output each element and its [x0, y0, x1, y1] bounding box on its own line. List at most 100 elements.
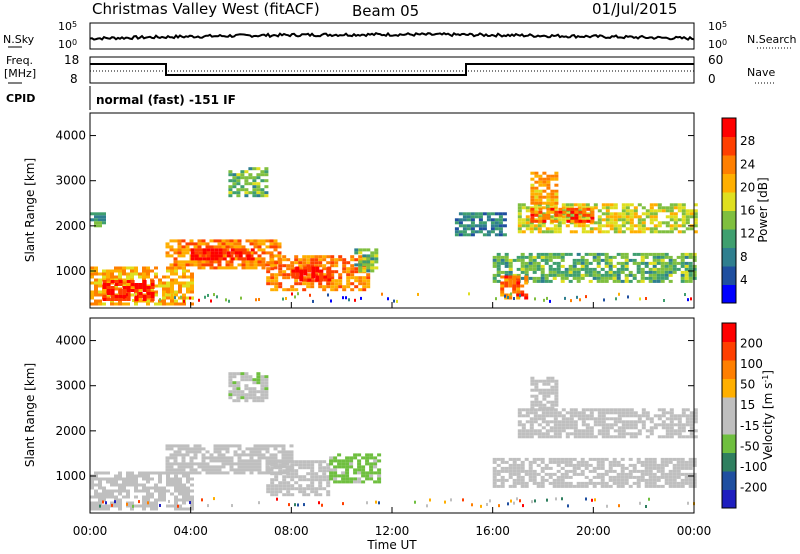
colorbar-swatch [722, 397, 736, 416]
echo-cell [228, 191, 233, 195]
echo-cell [584, 484, 589, 488]
echo-cell [516, 475, 521, 479]
echo-cell [608, 469, 613, 473]
echo-cell [668, 264, 673, 268]
echo-cell [154, 507, 158, 511]
echo-cell [608, 460, 613, 464]
echo-cell [572, 258, 577, 262]
echo-cell [608, 478, 613, 482]
echo-cell [278, 267, 283, 271]
echo-cell [244, 182, 249, 186]
echo-cell [554, 219, 559, 223]
echo-cell [656, 463, 661, 467]
echo-cell [604, 279, 609, 283]
echo-cell [688, 481, 693, 485]
echo-cell [633, 212, 638, 216]
echo-cell [681, 215, 686, 219]
echo-cell [138, 295, 143, 298]
echo-cell [524, 472, 529, 476]
echo-cell [544, 258, 549, 262]
echo-cell [229, 245, 234, 249]
echo-cell [554, 394, 559, 398]
echo-cell [106, 272, 110, 276]
echo-cell [233, 468, 238, 472]
echo-cell [307, 269, 312, 273]
echo-cell [205, 263, 210, 267]
echo-cell [257, 444, 262, 448]
echo-cell [528, 460, 533, 464]
echo-cell [177, 462, 182, 466]
echo-cell [173, 251, 178, 255]
echo-cell [270, 273, 275, 277]
echo-cell [582, 207, 587, 211]
echo-cell [142, 489, 146, 493]
echo-cell [236, 194, 241, 198]
echo-cell [554, 391, 559, 395]
echo-cell [118, 295, 123, 298]
echo-cell [470, 224, 475, 228]
echo-cell [568, 484, 573, 488]
echo-cell [346, 273, 351, 277]
echo-cell [540, 457, 545, 461]
echo-cell [209, 471, 214, 475]
echo-cell [542, 382, 547, 386]
echo-cell [166, 296, 170, 300]
echo-cell [174, 272, 178, 276]
echo-cell [466, 227, 471, 231]
echo-cell [98, 495, 102, 499]
noise-cell [534, 499, 536, 503]
colorbar-frame [721, 117, 737, 304]
echo-cell [600, 478, 605, 482]
echo-cell [568, 264, 573, 268]
echo-cell [126, 280, 131, 283]
echo-cell [338, 276, 343, 280]
echo-cell [584, 270, 589, 274]
noise-cell [462, 498, 464, 502]
echo-cell [556, 478, 561, 482]
echo-cell [540, 481, 545, 485]
echo-cell [150, 292, 155, 295]
echo-cell [106, 489, 110, 493]
echo-cell [197, 450, 202, 454]
echo-cell [625, 411, 630, 415]
echo-cell [329, 459, 334, 463]
echo-cell [270, 493, 275, 497]
echo-cell [597, 221, 602, 225]
echo-cell [604, 273, 609, 277]
echo-cell [512, 287, 517, 291]
echo-cell [118, 477, 122, 481]
echo-cell [609, 221, 614, 225]
echo-cell [358, 269, 363, 273]
echo-cell [138, 292, 143, 295]
echo-cell [645, 411, 650, 415]
echo-cell [580, 484, 585, 488]
echo-cell [241, 260, 246, 264]
echo-cell [676, 267, 681, 271]
echo-cell [110, 272, 114, 276]
echo-cell [252, 191, 257, 195]
echo-cell [573, 230, 578, 234]
echo-cell [369, 465, 374, 469]
echo-cell [660, 264, 665, 268]
echo-cell [645, 414, 650, 418]
echo-cell [361, 465, 366, 469]
echo-cell [142, 477, 146, 481]
echo-cell [269, 453, 274, 457]
echo-cell [644, 460, 649, 464]
echo-cell [177, 248, 182, 252]
echo-cell [217, 260, 222, 264]
echo-cell [624, 481, 629, 485]
echo-cell [621, 209, 626, 213]
echo-cell [228, 375, 233, 379]
echo-cell [504, 275, 509, 279]
echo-cell [677, 429, 682, 433]
echo-cell [580, 273, 585, 277]
echo-cell [326, 484, 331, 488]
echo-cell [221, 459, 226, 463]
echo-cell [644, 252, 649, 256]
echo-cell [130, 280, 135, 283]
echo-cell [588, 478, 593, 482]
echo-cell [350, 282, 355, 286]
echo-cell [588, 481, 593, 485]
